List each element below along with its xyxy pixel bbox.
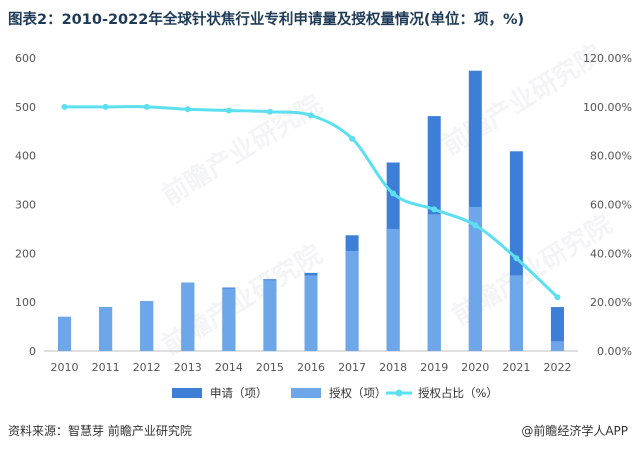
y-left-tick-label: 300 bbox=[15, 199, 36, 212]
brand-label: @前瞻经济学人APP bbox=[521, 424, 628, 438]
chart-title: 图表2：2010-2022年全球针状焦行业专利申请量及授权量情况(单位：项，%) bbox=[8, 12, 525, 28]
x-tick-label: 2018 bbox=[379, 361, 407, 374]
grant-bar bbox=[468, 206, 482, 351]
y-right-tick-label: 80.00% bbox=[590, 150, 632, 163]
x-tick-label: 2014 bbox=[215, 361, 243, 374]
apply-bar bbox=[550, 307, 564, 351]
y-left-tick-label: 100 bbox=[15, 296, 36, 309]
grant-bar bbox=[345, 250, 359, 351]
x-tick-label: 2016 bbox=[297, 361, 325, 374]
ratio-point bbox=[225, 107, 232, 114]
ratio-point bbox=[61, 103, 68, 110]
ratio-point bbox=[102, 103, 109, 110]
ratio-point bbox=[349, 135, 356, 142]
grant-bar bbox=[263, 280, 277, 351]
ratio-point bbox=[513, 255, 520, 262]
grant-bar bbox=[509, 275, 523, 351]
x-tick-label: 2021 bbox=[502, 361, 530, 374]
y-right-tick-label: 40.00% bbox=[590, 247, 632, 260]
ratio-point bbox=[266, 108, 273, 115]
grant-bar bbox=[427, 214, 441, 351]
ratio-point bbox=[472, 222, 479, 229]
grant-bar bbox=[304, 275, 318, 351]
grant-bar bbox=[181, 282, 195, 351]
ratio-point bbox=[390, 190, 397, 197]
ratio-line bbox=[61, 103, 561, 301]
grant-bars bbox=[58, 206, 564, 351]
grant-bar bbox=[99, 307, 113, 351]
legend-swatch-grant bbox=[291, 388, 321, 398]
ratio-series-line bbox=[64, 105, 559, 299]
y-left-tick-label: 0 bbox=[29, 345, 36, 358]
grant-bar bbox=[550, 341, 564, 351]
ratio-point bbox=[143, 103, 150, 110]
legend-marker-ratio bbox=[395, 389, 403, 397]
legend-label-grant: 授权（项） bbox=[329, 386, 387, 400]
grant-bar bbox=[140, 301, 154, 351]
legend-swatch-apply bbox=[172, 388, 202, 398]
x-tick-label: 2010 bbox=[51, 361, 79, 374]
grant-bar bbox=[222, 288, 236, 351]
y-left-tick-label: 500 bbox=[15, 101, 36, 114]
grant-bar bbox=[58, 316, 72, 351]
grant-bar bbox=[386, 228, 400, 351]
x-tick-label: 2013 bbox=[174, 361, 202, 374]
ratio-point bbox=[184, 106, 191, 113]
y-left-tick-label: 400 bbox=[15, 150, 36, 163]
y-right-tick-label: 20.00% bbox=[590, 296, 632, 309]
x-tick-label: 2019 bbox=[420, 361, 448, 374]
x-tick-label: 2011 bbox=[92, 361, 120, 374]
y-right-tick-label: 60.00% bbox=[590, 199, 632, 212]
legend-label-ratio: 授权占比（%） bbox=[418, 386, 498, 400]
y-right-tick-label: 100.00% bbox=[583, 101, 632, 114]
x-tick-label: 2012 bbox=[133, 361, 161, 374]
source-note: 资料来源：智慧芽 前瞻产业研究院 bbox=[8, 424, 192, 438]
x-tick-label: 2017 bbox=[338, 361, 366, 374]
y-left-tick-label: 200 bbox=[15, 247, 36, 260]
ratio-point bbox=[431, 206, 438, 213]
axes: 0 100 200 300 400 500 600 0.00% 20.00% 40.00% 60.0… bbox=[15, 52, 632, 374]
x-tick-label: 2015 bbox=[256, 361, 284, 374]
ratio-point bbox=[308, 112, 314, 119]
ratio-point bbox=[554, 294, 561, 301]
y-right-tick-label: 120.00% bbox=[583, 52, 632, 65]
x-tick-label: 2020 bbox=[461, 361, 489, 374]
legend: 申请（项） 授权（项） 授权占比（%） bbox=[172, 386, 498, 400]
y-left-tick-label: 600 bbox=[15, 52, 36, 65]
x-tick-label: 2022 bbox=[543, 361, 571, 374]
legend-label-apply: 申请（项） bbox=[210, 386, 268, 400]
y-right-tick-label: 0.00% bbox=[597, 345, 632, 358]
